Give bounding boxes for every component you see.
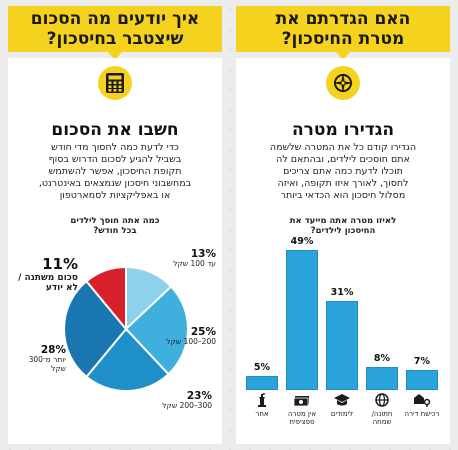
bar-chart: 5% אחר 49% אין מטרה ספציפית 31% לימודים 8% חתונ… bbox=[236, 58, 450, 444]
pie-label-text: 200–100 שקל bbox=[166, 337, 216, 346]
left-card: חשבו את הסכום כדי לדעת כמה לחסוך מדי חוד… bbox=[8, 58, 222, 444]
compass-icon bbox=[326, 66, 360, 100]
bar-category-label: רכישת דירה bbox=[404, 410, 440, 418]
right-paragraph-line: לחסוך, לאורך איזו תקופה, ואיזה bbox=[277, 178, 409, 189]
left-header-pointer bbox=[108, 52, 122, 60]
left-paragraph-line: תקופת החיסכון, אפשר להשתמש bbox=[48, 166, 182, 177]
bar-question: לאיזו מטרה אתה מייעד את החיסכון לילדים? bbox=[246, 216, 440, 236]
bar-0 bbox=[246, 376, 278, 390]
pie-question-line: בכל חודש? bbox=[93, 226, 137, 236]
bar-4 bbox=[406, 370, 438, 390]
pie-label-pct: 23% bbox=[186, 390, 212, 402]
right-header-pointer bbox=[336, 52, 350, 60]
bar-2 bbox=[326, 301, 358, 390]
pie-question-line: כמה אתה חוסך לילדים bbox=[70, 216, 160, 226]
bar-3 bbox=[366, 367, 398, 390]
left-paragraph-line: או באפליקציות לסמארטפון bbox=[59, 190, 171, 201]
pie-label-2: 23% 300–200 שקל bbox=[162, 390, 212, 410]
house-key-icon bbox=[405, 392, 439, 412]
bar-value-label: 49% bbox=[290, 236, 314, 247]
pie-label-text: עד 100 שקל bbox=[173, 259, 216, 268]
left-header: איך יודעים מה הסכום שיצטבר בחיסכון? bbox=[8, 6, 222, 52]
left-paragraph-line: כדי לדעת כמה לחסוך מדי חודש bbox=[51, 142, 179, 153]
pie-label-text: סכום משתנה / לא יודע bbox=[18, 273, 78, 293]
bar-1 bbox=[286, 250, 318, 390]
pie-label-4: 11% סכום משתנה / לא יודע bbox=[10, 255, 78, 294]
left-paragraph-line: בשביל להגיע לסכום הדרוש בסוף bbox=[48, 154, 182, 165]
pie-chart bbox=[63, 265, 189, 392]
right-card: הגדירו מטרה הגדירו קודם כל את המטרה שלשמ… bbox=[236, 58, 450, 444]
right-paragraph-line: הגדירו קודם כל את המטרה שלשמה bbox=[269, 142, 417, 153]
pie-label-text: 300–200 שקל bbox=[162, 401, 212, 410]
bar-value-label: 5% bbox=[253, 362, 271, 373]
right-header: האם הגדרתם את מטרת החיסכון? bbox=[236, 6, 450, 52]
right-paragraph-line: אתם חוסכים לילדים, ובהתאם לה bbox=[276, 154, 410, 165]
bar-question-line: החיסכון לילדים? bbox=[310, 226, 376, 236]
money-icon bbox=[285, 392, 319, 412]
left-header-line1: איך יודעים מה הסכום bbox=[30, 9, 200, 29]
pie-slice-2 bbox=[85, 327, 170, 392]
bar-category-label: לימודים bbox=[330, 410, 354, 418]
graduation-icon bbox=[325, 392, 359, 412]
bar-question-line: לאיזו מטרה אתה מייעד את bbox=[289, 216, 397, 226]
bar-value-label: 31% bbox=[330, 287, 354, 298]
left-panel: איך יודעים מה הסכום שיצטבר בחיסכון? חשבו… bbox=[8, 0, 222, 450]
pie-slice-4 bbox=[85, 265, 127, 332]
right-header-line1: האם הגדרתם את bbox=[275, 9, 411, 29]
bar-category-label: אין מטרה ספציפית bbox=[287, 410, 317, 426]
pie-label-pct: 25% bbox=[190, 326, 216, 338]
statue-icon bbox=[245, 392, 279, 412]
bar-category-label: אחר bbox=[255, 410, 269, 418]
globe-icon bbox=[365, 392, 399, 412]
pie-label-3: 28% יותר מ־300 שקל bbox=[14, 344, 66, 373]
left-header-line2: שיצטבר בחיסכון? bbox=[46, 29, 184, 49]
right-title: הגדירו מטרה bbox=[291, 120, 395, 140]
right-header-line2: מטרת החיסכון? bbox=[281, 29, 405, 49]
pie-question: כמה אתה חוסך לילדים בכל חודש? bbox=[18, 216, 212, 236]
pie-slice-1 bbox=[124, 285, 189, 376]
pie-label-pct: 11% bbox=[42, 255, 78, 273]
right-panel: האם הגדרתם את מטרת החיסכון? הגדירו מטרה … bbox=[236, 0, 450, 450]
bar-value-label: 8% bbox=[373, 353, 391, 364]
pie-label-0: 13% עד 100 שקל bbox=[173, 248, 216, 268]
right-paragraph-line: מסלול חיסכון הוא הכדאי ביותר bbox=[280, 190, 406, 201]
pie-label-text: יותר מ־300 שקל bbox=[28, 355, 66, 373]
bar-category-label: חתונה/ שמחה bbox=[371, 410, 393, 426]
right-paragraph: הגדירו קודם כל את המטרה שלשמה אתם חוסכים… bbox=[246, 142, 440, 202]
left-paragraph: כדי לדעת כמה לחסוך מדי חודש בשביל להגיע … bbox=[18, 142, 212, 202]
pie-label-pct: 28% bbox=[40, 344, 66, 356]
pie-label-pct: 13% bbox=[190, 248, 216, 260]
left-paragraph-line: במחשבוני חיסכון שנמצאים באינטרנט, bbox=[38, 178, 192, 189]
pie-slice-3 bbox=[63, 279, 128, 379]
pie-label-1: 25% 200–100 שקל bbox=[166, 326, 216, 346]
calculator-icon bbox=[98, 66, 132, 100]
left-title: חשבו את הסכום bbox=[51, 120, 179, 140]
right-paragraph-line: תוכלו לדעת כמה אתם צריכים bbox=[283, 166, 403, 177]
bar-value-label: 7% bbox=[413, 356, 431, 367]
